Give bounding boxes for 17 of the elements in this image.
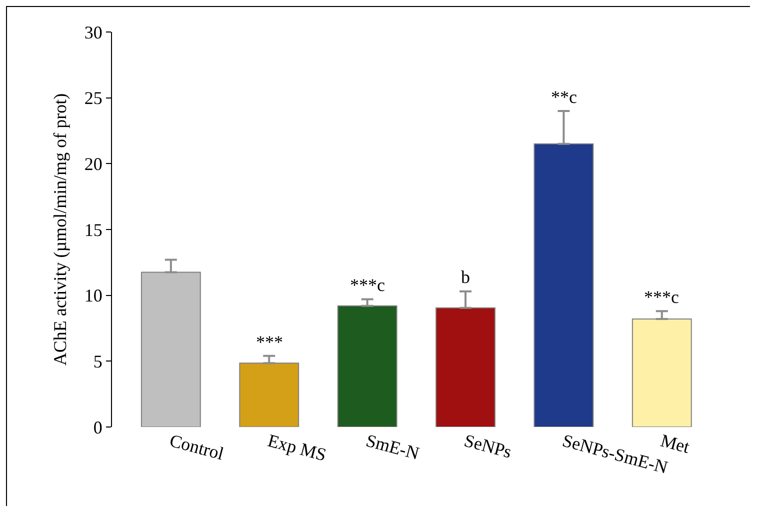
annotation: **c xyxy=(551,87,577,107)
y-tick-label: 15 xyxy=(84,220,102,240)
y-tick-label: 0 xyxy=(93,417,102,438)
y-tick-label: 10 xyxy=(84,286,102,306)
y-tick-label: 25 xyxy=(84,88,102,108)
y-tick-label: 30 xyxy=(84,22,102,42)
annotation: b xyxy=(461,267,470,287)
x-tick-label: Control xyxy=(168,430,226,464)
y-tick-label: 5 xyxy=(93,351,102,372)
annotation: ***c xyxy=(644,287,679,307)
x-tick-label: SmE-N xyxy=(364,430,422,464)
y-tick-label: 20 xyxy=(84,154,102,174)
annotation: *** xyxy=(256,332,283,352)
y-axis-title: AChE activity (µmol/min/mg of prot) xyxy=(50,93,70,366)
x-tick-label: SeNPs xyxy=(462,430,514,462)
annotation: ***c xyxy=(350,275,385,295)
x-tick-label: Exp MS xyxy=(266,430,328,465)
